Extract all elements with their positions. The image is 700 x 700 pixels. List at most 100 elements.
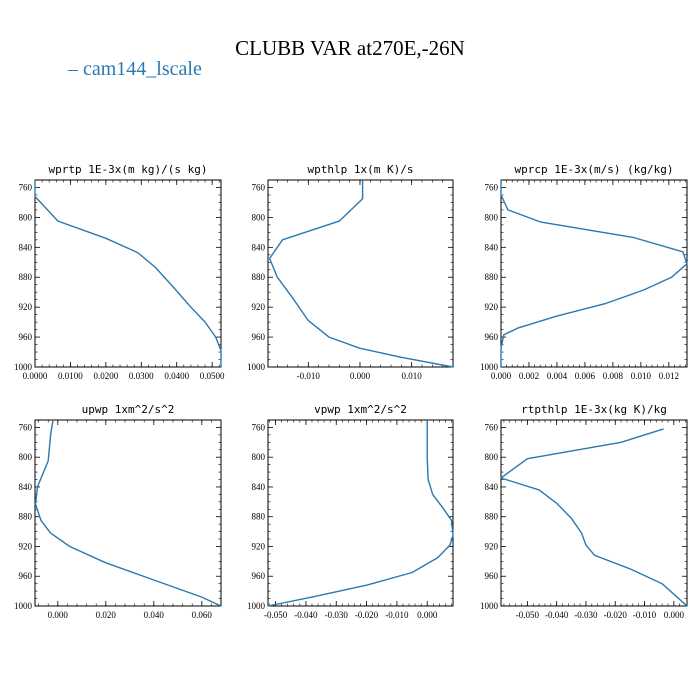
x-tick-label: -0.030 <box>574 610 598 620</box>
subplot-6: rtpthlp 1E-3x(kg K)/kg 760 800 840 880 920 960… <box>480 403 688 620</box>
series-line <box>267 420 454 607</box>
legend-line-marker: – <box>68 58 78 80</box>
x-tick-label: 0.060 <box>192 610 213 620</box>
y-tick-label: 840 <box>19 242 33 252</box>
y-tick-label: 1000 <box>247 362 266 372</box>
x-tick-label: 0.008 <box>603 371 624 381</box>
y-tick-label: 760 <box>19 422 33 432</box>
subplot-title: upwp 1xm^2/s^2 <box>82 403 175 416</box>
subplot-title: wpthlp 1x(m K)/s <box>308 163 414 176</box>
y-tick-label: 960 <box>19 332 33 342</box>
subplot-3: wprcp 1E-3x(m/s) (kg/kg) 760 800 840 880 920 9… <box>480 163 688 381</box>
x-tick-label: 0.040 <box>144 610 165 620</box>
x-tick-label: 0.000 <box>350 371 371 381</box>
legend-label: cam144_lscale <box>83 58 202 80</box>
y-tick-label: 1000 <box>247 601 266 611</box>
y-tick-label: 1000 <box>14 362 33 372</box>
y-tick-label: 880 <box>485 272 499 282</box>
y-tick-label: 800 <box>485 212 499 222</box>
y-tick-label: 840 <box>252 242 266 252</box>
x-tick-label: 0.020 <box>96 610 117 620</box>
y-tick-label: 880 <box>19 272 33 282</box>
plot-frame <box>267 419 454 607</box>
y-tick-label: 920 <box>19 541 33 551</box>
subplot-title: rtpthlp 1E-3x(kg K)/kg <box>521 403 667 416</box>
x-tick-label: -0.050 <box>264 610 288 620</box>
y-tick-label: 1000 <box>480 601 499 611</box>
y-tick-label: 840 <box>485 242 499 252</box>
subplot-1: wprtp 1E-3x(m kg)/(s kg) 760 800 840 880 920 9… <box>14 163 225 381</box>
y-tick-label: 760 <box>485 182 499 192</box>
y-tick-label: 1000 <box>480 362 499 372</box>
x-tick-label: 0.0000 <box>23 371 48 381</box>
y-tick-label: 800 <box>252 212 266 222</box>
y-tick-label: 920 <box>485 541 499 551</box>
x-tick-label: 0.0400 <box>164 371 189 381</box>
y-tick-label: 800 <box>19 452 33 462</box>
subplot-title: wprcp 1E-3x(m/s) (kg/kg) <box>515 163 674 176</box>
y-tick-label: 760 <box>252 422 266 432</box>
x-tick-label: 0.000 <box>491 371 512 381</box>
y-tick-label: 760 <box>19 182 33 192</box>
x-tick-label: 0.000 <box>664 610 685 620</box>
plot-frame <box>267 179 454 368</box>
y-tick-label: 840 <box>252 482 266 492</box>
y-tick-label: 1000 <box>14 601 33 611</box>
x-tick-label: -0.030 <box>325 610 349 620</box>
x-tick-label: 0.0500 <box>200 371 225 381</box>
y-tick-label: 960 <box>252 332 266 342</box>
series-line <box>34 180 222 367</box>
plot-frame <box>500 179 688 368</box>
y-tick-label: 920 <box>252 302 266 312</box>
x-tick-label: -0.020 <box>604 610 628 620</box>
y-tick-label: 840 <box>485 482 499 492</box>
x-tick-label: 0.012 <box>659 371 679 381</box>
x-tick-label: -0.010 <box>297 371 321 381</box>
x-tick-label: 0.006 <box>575 371 596 381</box>
x-tick-label: 0.002 <box>519 371 539 381</box>
x-tick-label: 0.000 <box>417 610 438 620</box>
y-tick-label: 800 <box>19 212 33 222</box>
y-tick-label: 960 <box>485 571 499 581</box>
y-tick-label: 760 <box>485 422 499 432</box>
subplot-2: wpthlp 1x(m K)/s 760 800 840 880 920 960 1000 -0… <box>247 163 454 381</box>
y-tick-label: 920 <box>19 302 33 312</box>
y-tick-label: 880 <box>252 512 266 522</box>
plot-frame <box>34 179 222 368</box>
y-tick-label: 920 <box>252 541 266 551</box>
x-tick-label: 0.0300 <box>129 371 154 381</box>
series-line <box>268 180 454 368</box>
x-tick-label: -0.010 <box>385 610 409 620</box>
y-tick-label: 960 <box>19 571 33 581</box>
y-tick-label: 960 <box>252 571 266 581</box>
y-tick-label: 760 <box>252 182 266 192</box>
plot-frame <box>34 419 222 607</box>
x-tick-label: 0.010 <box>402 371 423 381</box>
x-tick-label: -0.010 <box>633 610 657 620</box>
y-tick-label: 880 <box>252 272 266 282</box>
x-tick-label: 0.010 <box>631 371 652 381</box>
y-tick-label: 800 <box>252 452 266 462</box>
chart-title: CLUBB VAR at270E,-26N <box>235 36 465 60</box>
legend: – cam144_lscale <box>68 58 202 81</box>
series-line <box>34 419 222 607</box>
y-tick-label: 880 <box>19 512 33 522</box>
y-tick-label: 840 <box>19 482 33 492</box>
x-tick-label: 0.0200 <box>93 371 118 381</box>
plot-frame <box>500 419 688 607</box>
series-line <box>500 428 688 607</box>
subplot-4: upwp 1xm^2/s^2 760 800 840 880 920 960 1000 0.00… <box>14 403 222 620</box>
y-tick-label: 880 <box>485 512 499 522</box>
subplot-title: wprtp 1E-3x(m kg)/(s kg) <box>49 163 208 176</box>
x-tick-label: 0.0100 <box>58 371 83 381</box>
x-tick-label: -0.040 <box>294 610 318 620</box>
x-tick-label: -0.040 <box>545 610 569 620</box>
y-tick-label: 920 <box>485 302 499 312</box>
x-tick-label: 0.000 <box>48 610 69 620</box>
subplot-5: vpwp 1xm^2/s^27608008408809209601000-0.0… <box>247 403 454 620</box>
y-tick-label: 800 <box>485 452 499 462</box>
x-tick-label: -0.020 <box>355 610 379 620</box>
series-line <box>500 180 688 367</box>
subplot-title: vpwp 1xm^2/s^2 <box>314 403 407 416</box>
